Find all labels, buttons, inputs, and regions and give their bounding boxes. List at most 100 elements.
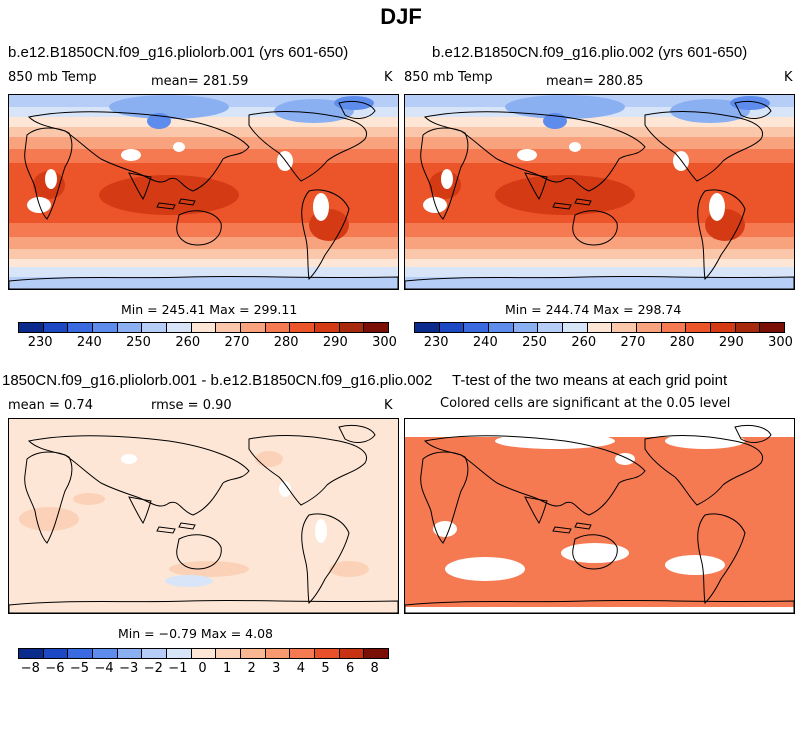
colorbar-tick-label: 2 xyxy=(247,661,256,676)
temperature-band xyxy=(9,137,398,149)
masked-region xyxy=(173,142,185,152)
coastline xyxy=(27,111,250,192)
map-canvas xyxy=(405,424,794,613)
masked-region xyxy=(121,454,137,464)
colorbar-swatch xyxy=(43,649,69,658)
temperature-band xyxy=(9,277,398,289)
colorbar-tick-label: 260 xyxy=(175,335,201,350)
coastline xyxy=(734,100,772,119)
coastline xyxy=(644,110,763,182)
colorbar-swatch xyxy=(315,323,340,332)
coastline xyxy=(552,526,572,534)
masked-region xyxy=(279,481,291,497)
temperature-band xyxy=(405,223,794,237)
panel1-title: b.e12.B1850CN.f09_g16.pliolorb.001 (yrs … xyxy=(8,44,349,61)
colorbar-swatch xyxy=(538,323,564,332)
colorbar-swatch xyxy=(265,323,291,332)
temperature-band xyxy=(405,237,794,249)
temperature-band xyxy=(9,259,398,267)
colorbar-tick-label: −2 xyxy=(143,661,163,676)
colorbar-swatch xyxy=(290,649,316,658)
masked-region xyxy=(315,519,327,543)
colorbar-tick-label: 290 xyxy=(322,335,348,350)
colorbar-tick-label: −6 xyxy=(45,661,65,676)
colorbar-swatch xyxy=(241,649,266,658)
panel3-map xyxy=(8,418,399,614)
cold-region xyxy=(334,96,374,110)
coastline xyxy=(338,424,376,443)
map-canvas xyxy=(405,95,794,289)
coastline xyxy=(423,435,646,516)
coastline xyxy=(9,599,398,613)
colorbar-swatch xyxy=(117,323,143,332)
coastline xyxy=(176,534,222,570)
nonsignificant-cells xyxy=(495,433,615,449)
colorbar-tick-label: 270 xyxy=(224,335,250,350)
temperature-band xyxy=(9,237,398,249)
colorbar-tick-label: −3 xyxy=(119,661,139,676)
warm-anomaly xyxy=(329,561,369,577)
colorbar-tick-label: 290 xyxy=(718,335,744,350)
cold-region xyxy=(109,95,229,119)
colorbar-swatch xyxy=(339,649,365,658)
coastline xyxy=(128,172,152,200)
temperature-band xyxy=(405,117,794,127)
colorbar-tick-label: 4 xyxy=(296,661,306,676)
colorbar-swatch xyxy=(364,649,389,658)
coastline xyxy=(572,534,618,570)
cold-region xyxy=(274,99,354,123)
cool-anomaly xyxy=(165,575,213,587)
coastline xyxy=(524,496,548,524)
cold-region xyxy=(505,95,625,119)
colorbar-swatch xyxy=(216,323,242,332)
masked-region xyxy=(517,149,537,161)
colorbar-swatch xyxy=(241,323,266,332)
colorbar-tick-label: −4 xyxy=(94,661,114,676)
temperature-band xyxy=(9,149,398,163)
colorbar-tick-label: 280 xyxy=(669,335,695,350)
colorbar-tick-label: 230 xyxy=(27,335,53,350)
colorbar-swatch xyxy=(735,323,761,332)
coastline xyxy=(338,100,376,119)
colorbar-tick-label: −1 xyxy=(168,661,188,676)
coastline xyxy=(423,111,646,192)
temperature-band xyxy=(405,259,794,267)
colorbar-tick-label: 6 xyxy=(345,661,355,676)
colorbar-tick-label: 240 xyxy=(472,335,498,350)
colorbar-swatch xyxy=(364,323,389,332)
colorbar-tick-label: −5 xyxy=(69,661,90,676)
panel1-colorbar xyxy=(18,322,389,333)
colorbar-swatch xyxy=(265,649,291,658)
colorbar-swatch xyxy=(216,649,242,658)
coastline xyxy=(301,189,350,281)
colorbar-swatch xyxy=(142,649,168,658)
nonsignificant-cells xyxy=(665,433,745,449)
colorbar-swatch xyxy=(587,323,613,332)
colorbar-swatch xyxy=(290,323,316,332)
colorbar-swatch xyxy=(167,649,192,658)
coastline xyxy=(524,172,548,200)
colorbar-tick-label: 250 xyxy=(126,335,151,350)
temperature-band xyxy=(9,223,398,237)
colorbar-swatch xyxy=(637,323,662,332)
panel1-minmax: Min = 245.41 Max = 299.11 xyxy=(121,302,298,317)
panel3-rmse: rmse = 0.90 xyxy=(151,398,232,413)
coastline xyxy=(178,198,196,206)
colorbar-tick-label: 1 xyxy=(222,661,232,676)
nonsignificant-cells xyxy=(561,543,629,563)
colorbar-swatch xyxy=(339,323,365,332)
colorbar-tick-label: 300 xyxy=(372,335,397,350)
coastline xyxy=(301,513,350,605)
colorbar-tick-label: 270 xyxy=(620,335,646,350)
colorbar-swatch xyxy=(464,323,490,332)
temperature-band xyxy=(9,267,398,277)
masked-region xyxy=(709,193,725,221)
warm-anomaly xyxy=(255,451,283,467)
colorbar-swatch xyxy=(117,649,143,658)
colorbar-swatch xyxy=(661,323,687,332)
colorbar-swatch xyxy=(93,323,118,332)
cold-region xyxy=(670,99,750,123)
panel4-subtitle: Colored cells are significant at the 0.0… xyxy=(440,396,731,411)
panel1-map xyxy=(8,94,399,290)
warm-anomaly xyxy=(73,493,105,505)
